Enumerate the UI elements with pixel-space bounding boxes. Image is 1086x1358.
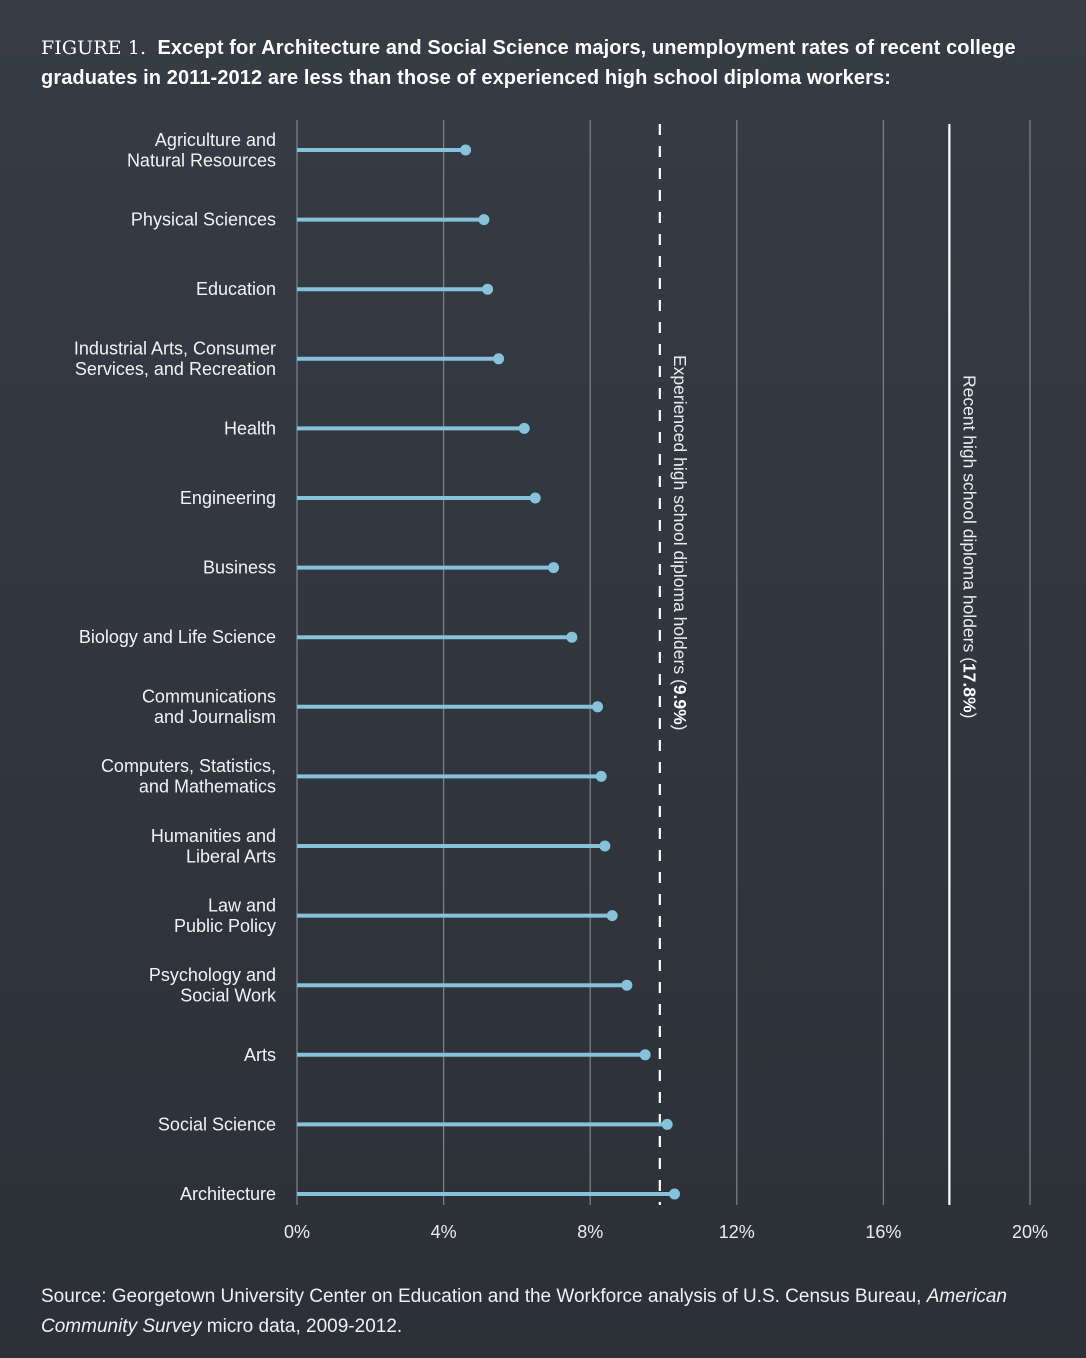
x-tick-label: 0% [284, 1222, 310, 1242]
category-label: Communications and Journalism [142, 687, 276, 728]
x-tick-labels: 0% 4% 8% 12% 16% 20% [284, 1222, 1048, 1242]
category-label: Agriculture and Natural Resources [127, 130, 276, 171]
reference-line-label: Recent high school diploma holders (17.8… [959, 375, 979, 718]
bar-dot [621, 979, 633, 991]
bar-dot [482, 283, 494, 295]
category-label: Biology and Life Science [79, 627, 276, 647]
chart-title: FIGURE 1. Except for Architecture and So… [41, 33, 1061, 93]
bar-dot [460, 144, 472, 156]
bar-dot [599, 840, 611, 852]
category-label: Humanities and Liberal Arts [151, 826, 276, 867]
bar-dot [639, 1049, 651, 1061]
x-tick-label: 20% [1012, 1222, 1048, 1242]
category-label: Arts [244, 1045, 276, 1065]
figure-label: FIGURE 1. [41, 37, 147, 59]
bar-dot [493, 353, 505, 365]
gridlines [296, 120, 1031, 1205]
source-prefix: Source: Georgetown University Center on … [41, 1286, 922, 1307]
category-label: Engineering [180, 488, 276, 508]
category-label: Architecture [180, 1184, 276, 1204]
source-italic: American Community Survey [41, 1286, 1007, 1337]
category-label: Business [203, 558, 276, 578]
category-labels: Agriculture and Natural Resources Physical… [74, 130, 277, 1204]
bar-dot [529, 492, 541, 504]
x-tick-label: 12% [719, 1222, 755, 1242]
bar-dot [566, 631, 578, 643]
category-label: Law and Public Policy [174, 895, 276, 936]
category-label: Social Science [158, 1114, 276, 1134]
bar-dot [595, 770, 607, 782]
category-label: Education [196, 279, 276, 299]
bar-dot [606, 910, 618, 922]
category-label: Physical Sciences [131, 210, 276, 230]
source-suffix: micro data, 2009-2012. [206, 1316, 403, 1337]
x-tick-label: 4% [431, 1222, 457, 1242]
source-note: Source: Georgetown University Center on … [41, 1282, 1061, 1342]
x-tick-label: 16% [865, 1222, 901, 1242]
reference-lines: Experienced high school diploma holders … [658, 124, 979, 1205]
bars [297, 144, 680, 1200]
reference-line-label: Experienced high school diploma holders … [670, 355, 690, 730]
category-label: Health [224, 418, 276, 438]
category-label: Industrial Arts, Consumer Services, and R… [74, 339, 276, 380]
bar-dot [661, 1118, 673, 1130]
bar-dot [478, 214, 490, 226]
bar-dot [548, 562, 560, 574]
bar-dot [518, 422, 530, 434]
bar-dot [668, 1188, 680, 1200]
bar-dot [592, 701, 604, 713]
category-label: Computers, Statistics, and Mathematics [101, 756, 276, 797]
x-tick-label: 8% [577, 1222, 603, 1242]
title-text: Except for Architecture and Social Scien… [41, 37, 1016, 89]
category-label: Psychology and Social Work [149, 965, 277, 1006]
